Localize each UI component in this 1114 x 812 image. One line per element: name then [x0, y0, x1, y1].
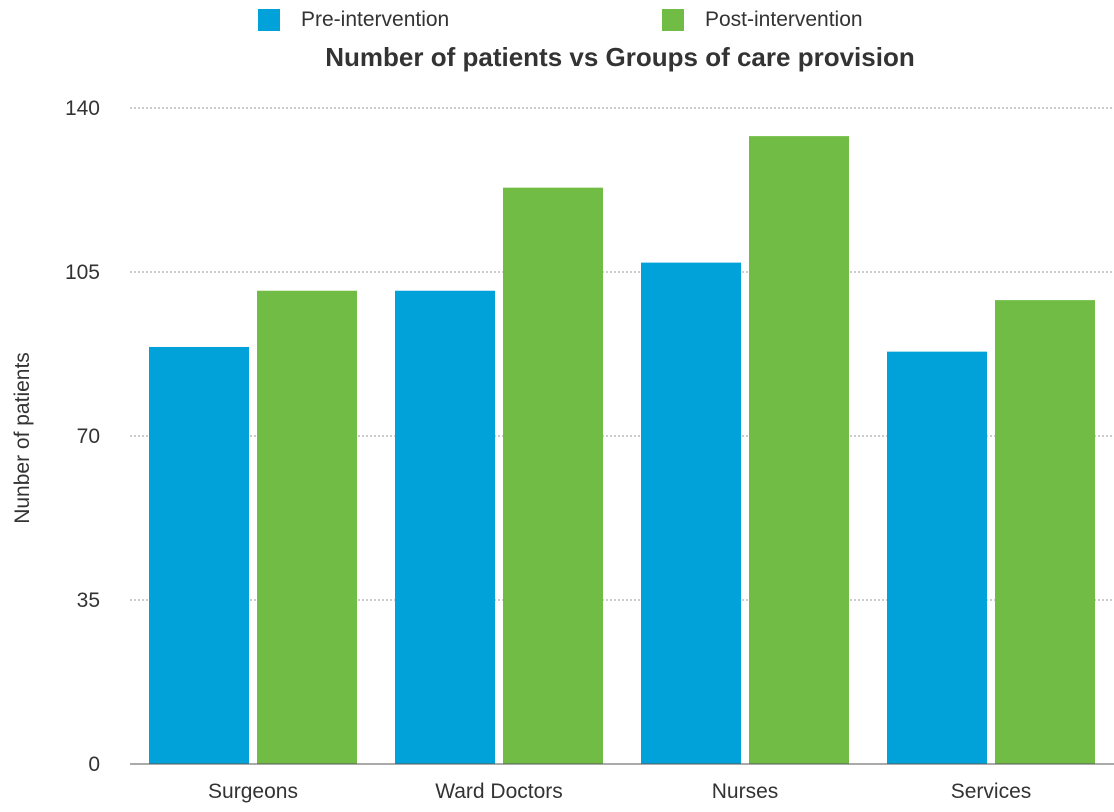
legend: Pre-intervention Post-intervention [0, 8, 1114, 36]
bar [641, 262, 741, 764]
legend-label-pre: Pre-intervention [301, 8, 450, 31]
bar [995, 300, 1095, 764]
bar [395, 290, 495, 764]
legend-swatch-post [662, 9, 684, 31]
x-tick-label: Surgeons [208, 780, 298, 803]
bar [887, 351, 987, 764]
legend-item-post: Post-intervention [662, 8, 863, 32]
y-tick-label: 70 [77, 425, 100, 448]
y-tick-label: 140 [65, 97, 100, 120]
y-tick-label: 35 [77, 589, 100, 612]
bar [257, 290, 357, 764]
x-tick-label: Ward Doctors [435, 780, 563, 803]
y-tick-label: 0 [88, 753, 100, 776]
legend-item-pre: Pre-intervention [258, 8, 449, 32]
chart-title: Number of patients vs Groups of care pro… [325, 42, 915, 72]
y-tick-label: 105 [65, 261, 100, 284]
legend-label-post: Post-intervention [705, 8, 863, 31]
bar [749, 136, 849, 765]
x-tick-label: Services [951, 780, 1032, 803]
legend-swatch-pre [258, 9, 280, 31]
x-tick-label: Nurses [712, 780, 779, 803]
bar [503, 187, 603, 764]
bar [149, 346, 249, 764]
